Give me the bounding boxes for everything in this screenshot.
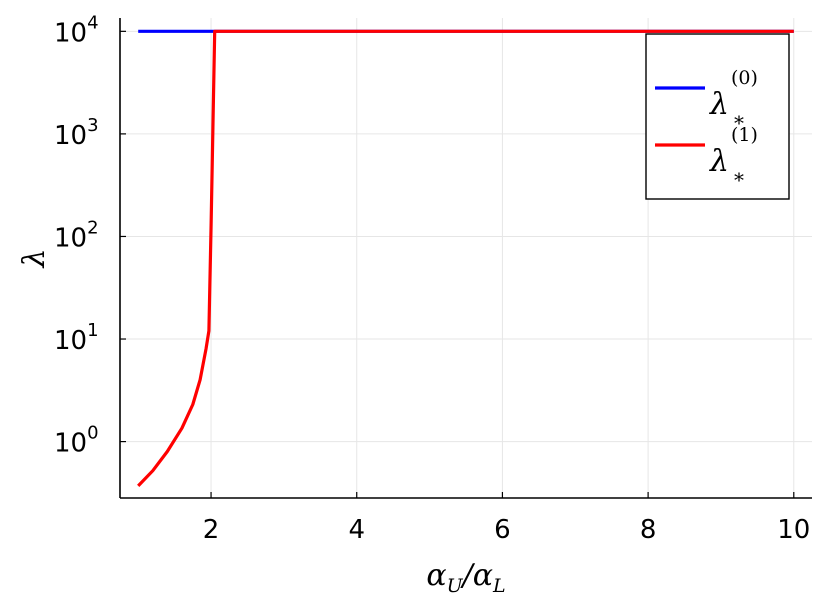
y-tick-label: 102	[54, 217, 99, 253]
series-lines	[137, 29, 794, 488]
legend-symbol-1: λ	[709, 144, 729, 179]
legend-sup-1: (1)	[731, 124, 758, 146]
x-tick-label: 8	[640, 515, 657, 545]
y-tick-labels: 100 101 102 103 104	[54, 12, 126, 459]
legend-sub-1: *	[734, 168, 744, 192]
x-axis-label-sub-u: U	[447, 575, 464, 597]
x-axis-label-slash: /	[460, 558, 476, 593]
legend-sub-0: *	[734, 111, 744, 135]
x-axis-label: αU/αL	[426, 558, 505, 597]
x-axis-label-alpha-l: α	[473, 558, 493, 593]
x-tick-labels: 2 4 6 8 10	[203, 492, 810, 545]
series-line-1	[137, 29, 794, 488]
y-tick-label: 103	[54, 115, 99, 151]
y-tick-label: 101	[54, 320, 99, 356]
legend-box	[645, 33, 790, 200]
legend-label-series-0: λ(0)	[709, 67, 758, 122]
y-tick-label: 104	[54, 12, 99, 48]
x-tick-label: 2	[203, 515, 220, 545]
axes	[119, 18, 812, 499]
x-tick-label: 10	[777, 515, 810, 545]
x-tick-label: 4	[348, 515, 365, 545]
legend-sup-0: (0)	[731, 67, 758, 89]
legend: λ(0) * λ(1) *	[645, 33, 790, 200]
x-axis-label-alpha-u: α	[426, 558, 446, 593]
y-axis-label: λ	[17, 248, 52, 268]
legend-label-series-1: λ(1)	[709, 124, 758, 179]
x-axis-label-sub-l: L	[492, 575, 506, 597]
y-tick-label: 100	[54, 423, 99, 459]
legend-symbol-0: λ	[709, 87, 729, 122]
x-tick-label: 6	[494, 515, 511, 545]
